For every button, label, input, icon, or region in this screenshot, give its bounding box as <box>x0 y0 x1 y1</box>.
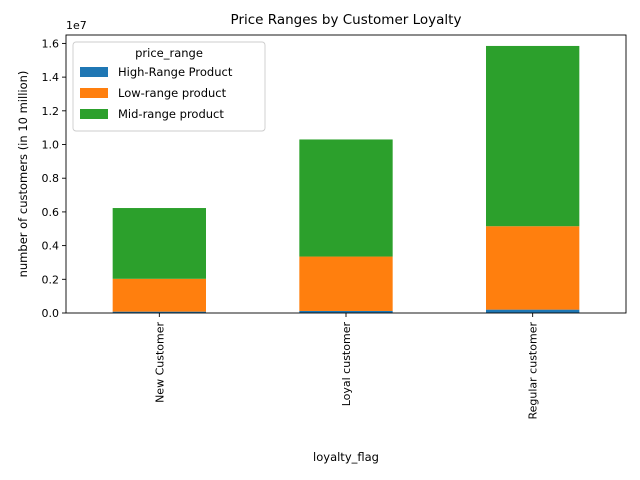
y-axis: 0.0 0.2 0.4 0.6 0.8 1.0 1.2 1.4 1.6 <box>42 37 66 320</box>
bar-segment <box>486 309 580 313</box>
legend-swatch <box>80 88 108 98</box>
legend-label: High-Range Product <box>118 65 233 79</box>
y-axis-label: number of customers (in 10 million) <box>16 71 30 278</box>
y-tick-label: 1.6 <box>42 37 60 50</box>
y-tick-label: 1.2 <box>42 105 60 118</box>
y-tick-label: 0.2 <box>42 273 60 286</box>
y-tick-label: 1.4 <box>42 71 60 84</box>
legend-title: price_range <box>135 46 203 60</box>
y-tick-label: 0.0 <box>42 307 60 320</box>
y-offset-label: 1e7 <box>66 19 87 32</box>
y-tick-label: 1.0 <box>42 139 60 152</box>
x-tick-label: New Customer <box>153 322 166 403</box>
legend-swatch <box>80 109 108 119</box>
bar-segment <box>299 139 393 257</box>
chart-title: Price Ranges by Customer Loyalty <box>231 12 462 28</box>
legend-label: Low-range product <box>118 86 227 100</box>
bar-segment <box>112 311 206 313</box>
y-tick-label: 0.6 <box>42 206 60 219</box>
bar-segment <box>486 226 580 310</box>
legend-label: Mid-range product <box>118 107 224 121</box>
bars-group <box>112 45 580 313</box>
x-axis-label: loyalty_flag <box>313 450 379 464</box>
x-axis: New Customer Loyal customer Regular custom… <box>153 313 540 420</box>
legend: price_range High-Range Product Low-range … <box>72 41 266 132</box>
bar-segment <box>112 278 206 312</box>
x-tick-label: Regular customer <box>527 322 540 420</box>
legend-box <box>72 41 266 132</box>
bar-segment <box>112 208 206 279</box>
bar-segment <box>486 45 580 227</box>
y-tick-label: 0.4 <box>42 240 60 253</box>
bar-segment <box>299 256 393 311</box>
bar-segment <box>299 310 393 313</box>
y-tick-label: 0.8 <box>42 172 60 185</box>
legend-swatch <box>80 67 108 77</box>
plot-frame <box>65 34 627 314</box>
x-tick-label: Loyal customer <box>340 322 353 407</box>
